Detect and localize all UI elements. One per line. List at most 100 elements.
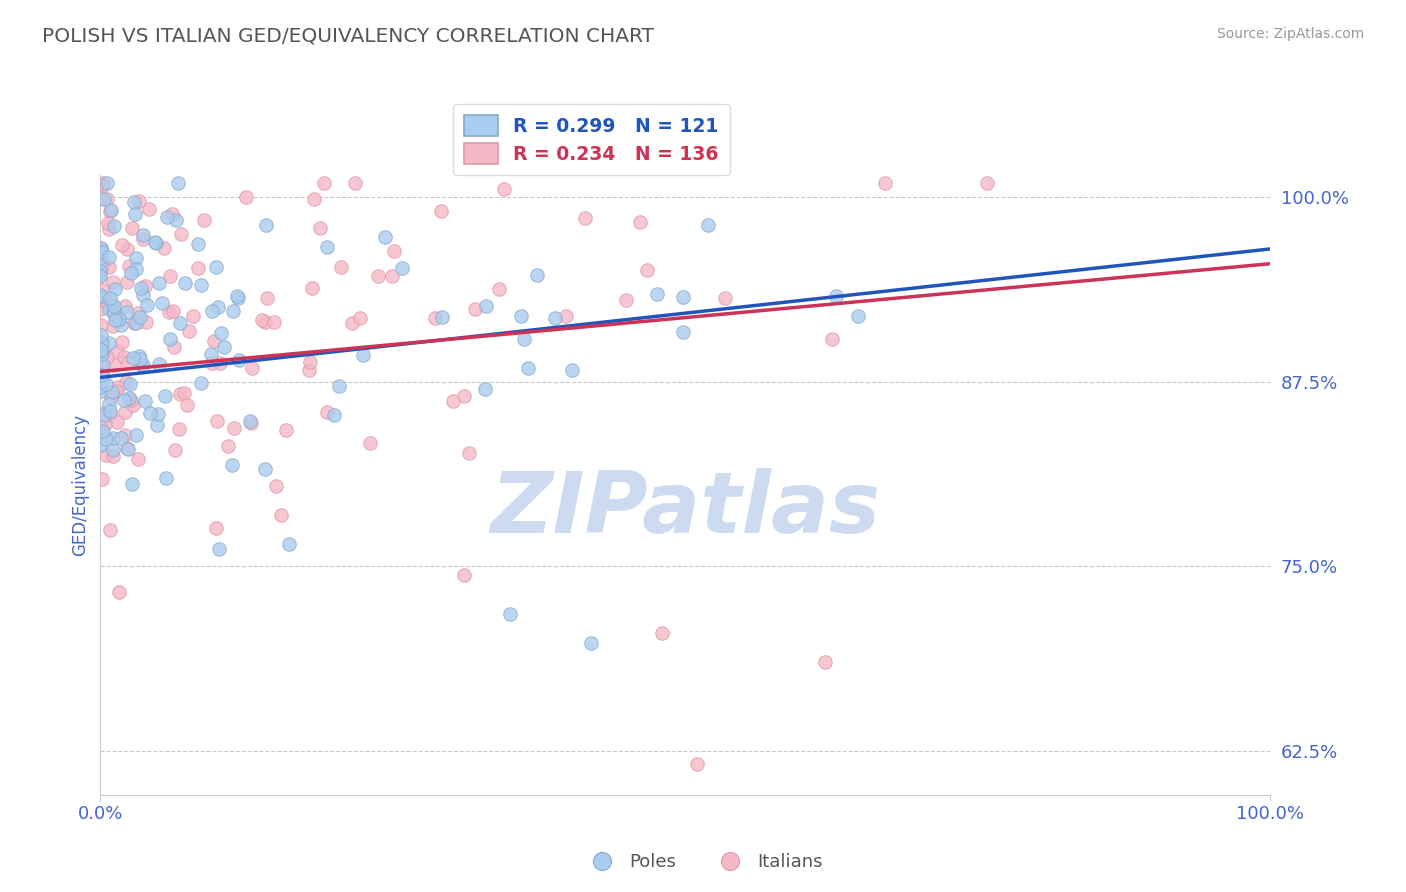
Point xyxy=(98,404,121,418)
Legend: R = 0.299   N = 121, R = 0.234   N = 136: R = 0.299 N = 121, R = 0.234 N = 136 xyxy=(453,104,730,175)
Point xyxy=(132,288,155,302)
Point xyxy=(91,472,114,486)
Point xyxy=(314,176,336,190)
Point xyxy=(90,241,112,255)
Point xyxy=(187,236,209,251)
Point xyxy=(425,311,447,326)
Point xyxy=(134,394,156,409)
Text: ZIPatlas: ZIPatlas xyxy=(489,468,880,551)
Point xyxy=(121,351,143,365)
Point xyxy=(117,355,139,369)
Point xyxy=(163,443,186,458)
Point xyxy=(316,239,339,253)
Point xyxy=(89,302,111,317)
Point xyxy=(90,374,112,388)
Point xyxy=(121,477,143,491)
Point xyxy=(207,414,229,428)
Point xyxy=(453,568,475,582)
Point xyxy=(299,354,322,368)
Point xyxy=(209,356,232,370)
Point xyxy=(111,335,134,350)
Point xyxy=(128,349,150,363)
Point xyxy=(581,636,603,650)
Point xyxy=(98,336,121,351)
Point xyxy=(124,428,146,442)
Point xyxy=(100,391,122,405)
Point xyxy=(253,315,276,329)
Point xyxy=(200,346,222,360)
Point xyxy=(713,291,735,305)
Point xyxy=(132,358,155,372)
Point xyxy=(93,192,115,206)
Point xyxy=(167,176,190,190)
Point xyxy=(464,302,486,317)
Point xyxy=(309,220,332,235)
Point xyxy=(498,607,520,621)
Point xyxy=(488,282,510,296)
Point xyxy=(101,442,124,457)
Point xyxy=(125,317,148,331)
Point xyxy=(517,361,540,376)
Point xyxy=(163,340,186,354)
Point xyxy=(846,309,869,323)
Point xyxy=(110,318,132,333)
Point xyxy=(636,263,658,277)
Point xyxy=(821,332,844,346)
Point xyxy=(125,262,148,277)
Point xyxy=(124,194,146,209)
Text: POLISH VS ITALIAN GED/EQUIVALENCY CORRELATION CHART: POLISH VS ITALIAN GED/EQUIVALENCY CORREL… xyxy=(42,27,654,45)
Point xyxy=(98,523,121,537)
Point xyxy=(110,431,132,445)
Point xyxy=(98,291,121,305)
Point xyxy=(103,307,125,321)
Point xyxy=(145,235,167,250)
Point xyxy=(270,508,292,522)
Point xyxy=(651,625,673,640)
Point xyxy=(91,424,114,438)
Point xyxy=(112,350,135,364)
Point xyxy=(117,304,139,318)
Point xyxy=(153,389,176,403)
Point xyxy=(91,178,114,192)
Point xyxy=(352,348,374,362)
Point xyxy=(222,420,245,434)
Point xyxy=(457,446,479,460)
Point xyxy=(89,343,111,358)
Text: Source: ZipAtlas.com: Source: ZipAtlas.com xyxy=(1216,27,1364,41)
Point xyxy=(108,584,131,599)
Point xyxy=(101,275,124,289)
Point xyxy=(344,176,367,190)
Point xyxy=(96,377,118,392)
Point xyxy=(148,357,170,371)
Point xyxy=(256,291,278,305)
Point xyxy=(121,398,143,412)
Point xyxy=(89,262,111,277)
Point xyxy=(115,441,138,455)
Point xyxy=(91,358,114,372)
Point xyxy=(526,268,548,282)
Point xyxy=(298,363,321,377)
Point xyxy=(93,409,115,423)
Point xyxy=(125,251,148,265)
Point xyxy=(239,417,262,431)
Point xyxy=(976,176,998,190)
Point xyxy=(93,293,115,307)
Point xyxy=(159,269,181,284)
Point xyxy=(672,325,695,339)
Point xyxy=(208,542,231,557)
Point xyxy=(138,202,160,216)
Point xyxy=(628,215,651,229)
Point xyxy=(98,251,121,265)
Point xyxy=(89,380,111,394)
Point xyxy=(91,335,114,350)
Point xyxy=(96,432,118,446)
Point xyxy=(614,293,637,308)
Point xyxy=(239,414,262,428)
Point xyxy=(155,470,177,484)
Point xyxy=(169,316,191,330)
Point xyxy=(90,420,112,434)
Point xyxy=(254,218,277,232)
Point xyxy=(103,299,125,313)
Point xyxy=(825,288,848,302)
Point xyxy=(103,306,125,320)
